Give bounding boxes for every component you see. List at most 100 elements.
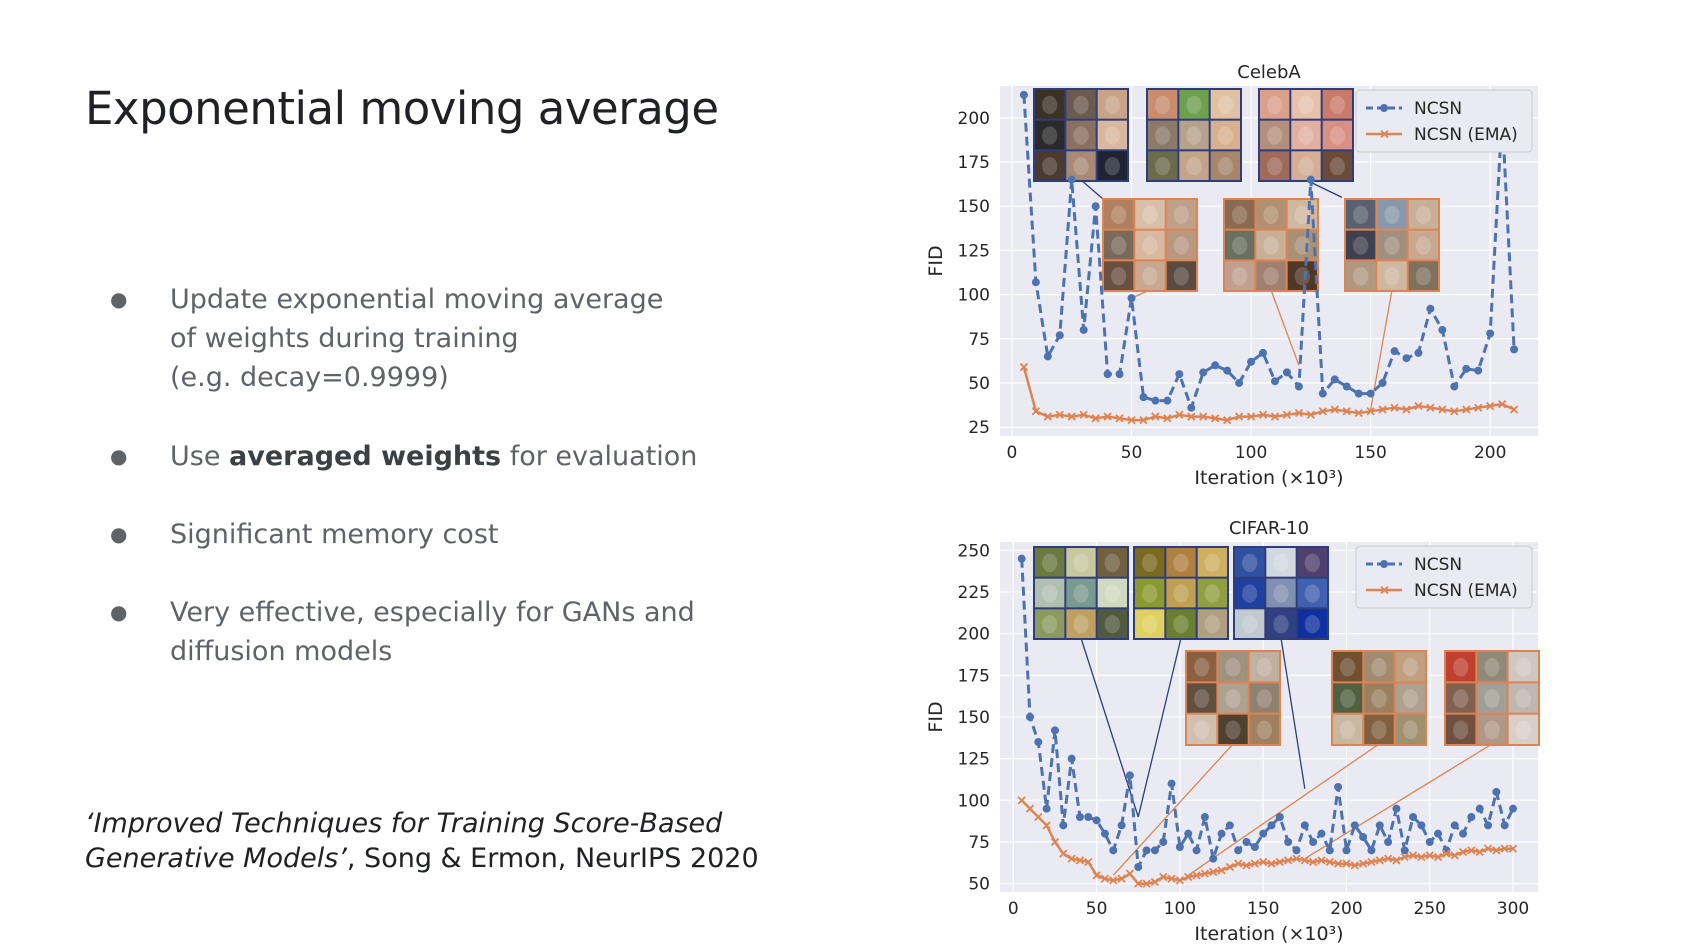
data-point [1375,821,1384,830]
data-point [1103,412,1112,421]
sample-cell [1218,714,1248,744]
sample-cell-shape [1232,236,1248,255]
sample-grid-image [1258,88,1354,198]
data-point [1117,821,1126,830]
sample-cell-shape [1415,236,1431,255]
marker-stroke [1115,414,1124,423]
sample-cell-shape [1329,95,1345,115]
data-point [1484,821,1493,830]
data-point [1500,844,1509,853]
marker-stroke [1175,876,1185,885]
marker-stroke [1492,846,1501,855]
marker-stroke [1325,857,1334,867]
data-point [1258,410,1268,419]
data-point [1163,396,1172,405]
sample-cell [1197,548,1227,577]
data-point [1300,856,1309,865]
marker-stroke [1414,401,1423,411]
sample-cell [1249,683,1279,713]
sample-cell-shape [1194,689,1210,708]
chart-title: CelebA [1237,62,1301,83]
data-point [1292,854,1301,863]
series-line [1022,366,1515,422]
marker-stroke [1306,410,1315,419]
marker-stroke [1450,851,1459,860]
x-tick-label: 100 [1235,443,1267,463]
sample-cell-shape [1225,689,1241,708]
sample-cell-shape [1217,157,1233,176]
sample-cell [1291,120,1321,150]
marker-stroke [1091,414,1100,423]
marker-stroke [1402,405,1411,414]
series-ncsn-ema [1017,796,1518,888]
data-point [1350,821,1359,830]
data-point [1306,175,1315,184]
marker-stroke [1342,407,1351,416]
data-point [1199,412,1208,421]
connector-line [1187,743,1380,876]
sample-cell [1291,151,1321,180]
data-point [1390,403,1399,412]
marker-stroke [1300,856,1309,865]
marker-stroke [1438,405,1447,414]
sample-cell [1066,578,1096,608]
sample-cell-shape [1232,205,1248,225]
data-point [1366,389,1375,398]
sample-cell-shape [1304,553,1320,573]
bullet-text: Use averaged weights for evaluation [170,437,710,476]
marker-stroke [1358,859,1368,868]
sample-cell [1135,548,1165,577]
data-point [1234,846,1243,855]
sample-cell [1266,578,1296,608]
sample-cell-shape [1371,720,1387,740]
data-point [1414,348,1423,357]
sample-cell-shape [1173,236,1189,255]
marker-stroke [1309,857,1318,867]
marker-stroke [1462,405,1471,414]
data-point [1192,871,1201,880]
sample-cell [1260,151,1290,180]
connector-line [1304,743,1493,860]
data-point [1200,813,1209,821]
x-tick-label: 150 [1354,443,1386,463]
marker-stroke [1508,844,1518,853]
sample-cell [1508,652,1538,682]
marker-stroke [1509,405,1519,414]
data-point [1317,829,1326,838]
data-point [1294,408,1304,418]
data-point [1211,414,1220,423]
y-tick-label: 75 [968,833,990,853]
sample-cell-shape [1484,657,1500,677]
data-point [1282,410,1292,419]
data-point [1318,407,1327,416]
sample-cell-shape [1204,584,1220,603]
data-point [1409,813,1418,821]
sample-cell-shape [1353,205,1369,225]
x-tick-label: 300 [1497,899,1529,919]
sample-cell [1104,200,1134,229]
data-point [1450,382,1459,391]
data-point [1139,415,1148,425]
sample-cell-shape [1298,126,1314,145]
data-point [1358,859,1368,868]
data-point [1025,713,1034,721]
x-tick-label: 150 [1247,899,1279,919]
sample-cell-shape [1111,267,1127,286]
marker-stroke [1019,362,1029,372]
data-point [1115,414,1124,423]
sample-cell-shape [1384,205,1400,225]
y-tick-label: 25 [968,418,990,438]
sample-cell [1377,200,1407,229]
marker-stroke [1084,857,1093,867]
sample-cell-shape [1402,720,1418,740]
marker-stroke [1442,849,1451,858]
marker-stroke [1127,415,1136,425]
sample-cell-shape [1104,157,1120,176]
sample-cell [1225,230,1255,260]
data-point [1199,368,1208,377]
data-point [1354,408,1363,418]
sample-cell-shape [1273,584,1289,603]
data-point [1184,872,1193,882]
y-tick-label: 100 [958,286,990,306]
marker-stroke [1159,872,1168,882]
